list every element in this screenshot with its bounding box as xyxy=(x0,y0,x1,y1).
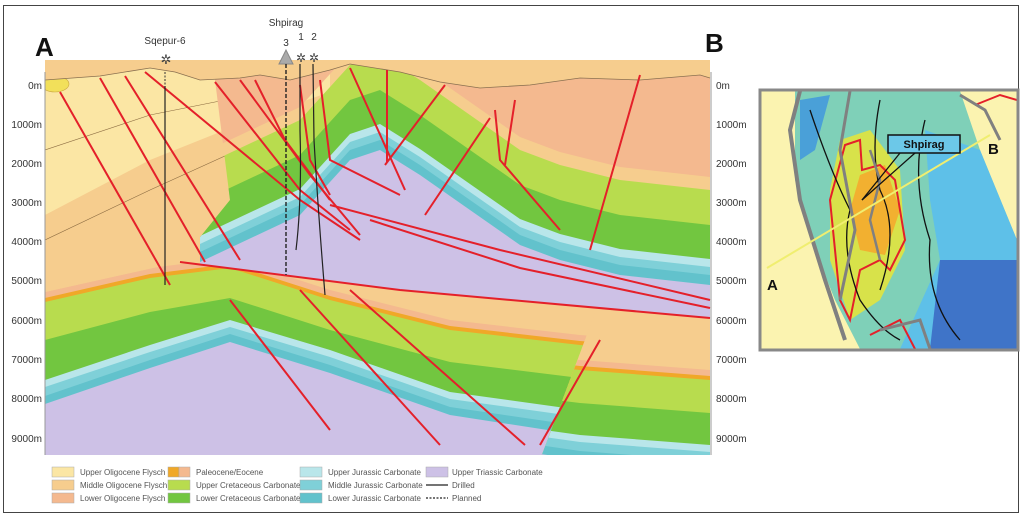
depth-axis-right: 0m 1000m 2000m 3000m 4000m 5000m 6000m 7… xyxy=(710,72,747,455)
map-field-label: Shpirag xyxy=(904,139,945,151)
well-1-drilled xyxy=(295,64,302,251)
well-label-3: 3 xyxy=(283,38,289,49)
legend-swatch xyxy=(167,479,191,491)
fault-line xyxy=(494,109,561,231)
fault-line xyxy=(424,117,491,216)
svg-text:Drilled: Drilled xyxy=(452,481,475,490)
svg-text:2000m: 2000m xyxy=(716,159,747,170)
well-label-2: 2 xyxy=(311,32,317,43)
svg-text:6000m: 6000m xyxy=(716,316,747,327)
svg-text:3000m: 3000m xyxy=(11,198,42,209)
well-2-drilled xyxy=(312,63,326,296)
map-label-a: A xyxy=(767,277,778,294)
legend: Upper Oligocene Flysch Middle Oligocene … xyxy=(51,466,543,504)
svg-text:Middle Oligocene Flysch: Middle Oligocene Flysch xyxy=(80,481,167,490)
svg-text:7000m: 7000m xyxy=(716,355,747,366)
section-end-label-b: B xyxy=(705,28,724,58)
fault-line xyxy=(124,75,241,261)
section-end-label-a: A xyxy=(35,32,54,62)
legend-swatch xyxy=(425,466,449,478)
well-symbol-sqepur: ✲ xyxy=(161,52,172,67)
fault-line xyxy=(254,79,331,201)
legend-swatch xyxy=(51,492,75,504)
fault-line xyxy=(349,289,526,446)
fault-line xyxy=(539,339,601,446)
svg-text:6000m: 6000m xyxy=(11,316,42,327)
fault-line xyxy=(589,74,641,251)
fault-line xyxy=(229,299,331,431)
svg-text:Paleocene/Eocene: Paleocene/Eocene xyxy=(196,468,264,477)
svg-text:9000m: 9000m xyxy=(716,434,747,445)
fault-line xyxy=(179,261,711,319)
svg-text:5000m: 5000m xyxy=(11,276,42,287)
fault-line xyxy=(369,219,711,309)
legend-swatch xyxy=(299,479,323,491)
map-label-b: B xyxy=(988,141,999,158)
svg-text:1000m: 1000m xyxy=(11,120,42,131)
legend-swatch xyxy=(51,479,75,491)
svg-text:Upper Cretaceous Carbonate: Upper Cretaceous Carbonate xyxy=(196,481,301,490)
svg-text:5000m: 5000m xyxy=(716,276,747,287)
svg-text:Upper Jurassic Carbonate: Upper Jurassic Carbonate xyxy=(328,468,421,477)
well-label-1: 1 xyxy=(298,32,304,43)
lower-thrust-sheet xyxy=(45,262,710,455)
section-line-a-b xyxy=(766,134,991,269)
svg-text:1000m: 1000m xyxy=(716,120,747,131)
svg-text:Lower Jurassic Carbonate: Lower Jurassic Carbonate xyxy=(328,494,421,503)
svg-text:8000m: 8000m xyxy=(11,394,42,405)
svg-text:8000m: 8000m xyxy=(716,394,747,405)
fault-line xyxy=(299,289,441,446)
depth-axis-left: 0m 1000m 2000m 3000m 4000m 5000m 6000m 7… xyxy=(11,72,46,455)
cross-section xyxy=(44,60,711,455)
svg-text:2000m: 2000m xyxy=(11,159,42,170)
field-label-shpirag: Shpirag xyxy=(269,18,303,29)
planned-well-triangle-icon xyxy=(278,48,294,65)
fault-line xyxy=(239,79,361,236)
svg-text:Lower Cretaceous Carbonate: Lower Cretaceous Carbonate xyxy=(196,494,301,503)
legend-swatch xyxy=(51,466,75,478)
legend-swatch xyxy=(299,466,323,478)
svg-text:Middle Jurassic Carbonate: Middle Jurassic Carbonate xyxy=(328,481,423,490)
fault-line xyxy=(329,204,711,301)
svg-text:4000m: 4000m xyxy=(11,237,42,248)
svg-text:Lower Oligocene Flysch: Lower Oligocene Flysch xyxy=(80,494,165,503)
svg-text:7000m: 7000m xyxy=(11,355,42,366)
map-field-label-box xyxy=(887,134,961,154)
fault-line xyxy=(319,79,401,196)
svg-text:9000m: 9000m xyxy=(11,434,42,445)
well-symbol-1: ✲ xyxy=(296,51,306,65)
wells: ✲ Sqepur-6 Shpirag 3 1 2 ✲ ✲ xyxy=(144,18,326,296)
fault-line xyxy=(299,84,331,196)
svg-text:Upper Oligocene Flysch: Upper Oligocene Flysch xyxy=(80,468,165,477)
legend-swatch xyxy=(167,492,191,504)
svg-text:Planned: Planned xyxy=(452,494,481,503)
fault-line xyxy=(99,77,206,263)
legend-swatch xyxy=(167,466,180,478)
topography-line xyxy=(44,63,711,89)
well-symbol-2: ✲ xyxy=(309,51,319,65)
fault-line xyxy=(504,99,516,166)
svg-text:3000m: 3000m xyxy=(716,198,747,209)
svg-text:0m: 0m xyxy=(28,81,42,92)
svg-text:4000m: 4000m xyxy=(716,237,747,248)
well-label-sqepur: Sqepur-6 xyxy=(144,36,186,47)
fault-line xyxy=(384,84,446,166)
svg-text:0m: 0m xyxy=(716,81,730,92)
location-map: Shpirag A B xyxy=(758,88,1020,352)
legend-swatch xyxy=(299,492,323,504)
svg-text:Upper Triassic Carbonate: Upper Triassic Carbonate xyxy=(452,468,543,477)
fault-line xyxy=(59,91,171,286)
fault-line xyxy=(349,67,406,191)
